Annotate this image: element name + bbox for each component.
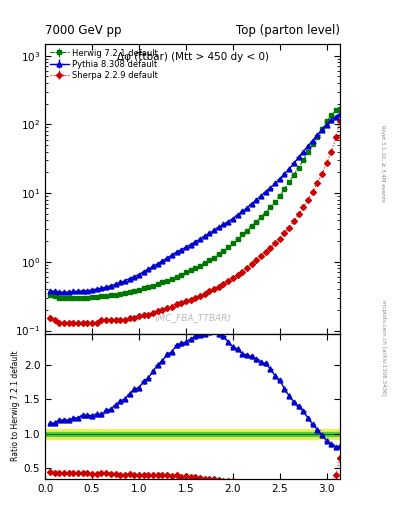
Bar [45,429,340,439]
Text: (MC_FBA_TTBAR): (MC_FBA_TTBAR) [154,313,231,322]
Text: Top (parton level): Top (parton level) [236,24,340,37]
Text: mcplots.cern.ch [arXiv:1306.3436]: mcplots.cern.ch [arXiv:1306.3436] [381,301,386,396]
Y-axis label: Ratio to Herwig 7.2.1 default: Ratio to Herwig 7.2.1 default [11,351,20,461]
Text: 7000 GeV pp: 7000 GeV pp [45,24,122,37]
Text: Δφ (t̅tbar) (Mtt > 450 dy < 0): Δφ (t̅tbar) (Mtt > 450 dy < 0) [117,52,268,62]
Bar [45,432,340,436]
Text: Rivet 3.1.10, ≥ 3.4M events: Rivet 3.1.10, ≥ 3.4M events [381,125,386,202]
Legend: Herwig 7.2.1 default, Pythia 8.308 default, Sherpa 2.2.9 default: Herwig 7.2.1 default, Pythia 8.308 defau… [48,47,160,81]
